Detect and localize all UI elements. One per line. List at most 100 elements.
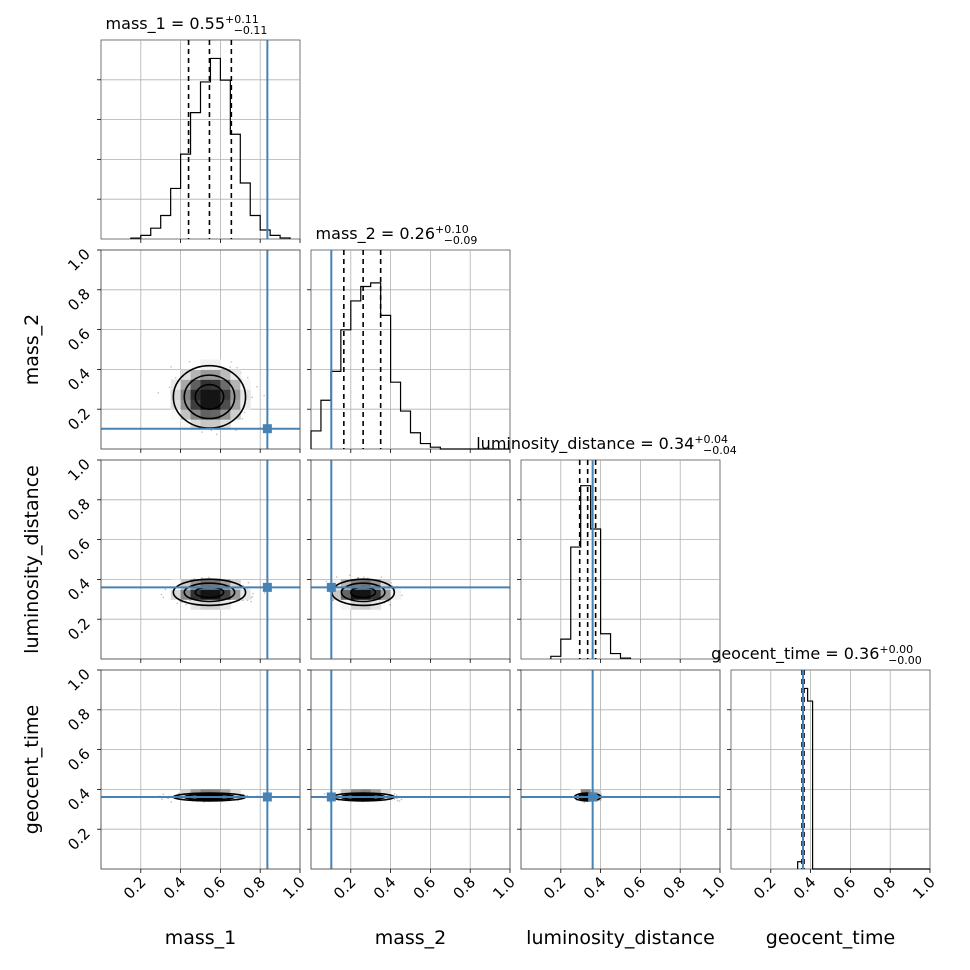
panel-frame [520, 669, 721, 870]
panel-content [101, 250, 300, 449]
y-tick-label: 0.2 [64, 404, 94, 434]
density-bin [380, 579, 392, 590]
x-tick-label: 1.0 [489, 873, 519, 903]
truth-marker [262, 582, 272, 592]
scatter-point [170, 366, 172, 368]
scatter-point [247, 581, 250, 584]
panel-mass_1-mass_1: mass_1 = 0.55+0.11 −0.11 [97, 13, 301, 243]
density-bin [340, 599, 352, 610]
scatter-point [170, 801, 173, 803]
scatter-point [208, 576, 210, 579]
density-bin [210, 379, 221, 390]
scatter-point [161, 798, 163, 800]
title-plus: +0.00 [879, 643, 913, 656]
density-bin [170, 589, 182, 600]
density-bin [210, 399, 221, 410]
density-bin [330, 589, 342, 600]
scatter-point [185, 603, 187, 606]
density-bin [220, 589, 231, 600]
panel-mass_2-luminosity_distance [307, 459, 511, 663]
y-axis-label-luminosity_distance: luminosity_distance [21, 465, 43, 654]
density-bin [200, 589, 211, 600]
scatter-point [325, 580, 328, 583]
density-bin [200, 359, 211, 370]
scatter-point [395, 794, 398, 796]
x-tick-label: 1.0 [279, 873, 309, 903]
contour-1 [183, 374, 236, 420]
scatter-point [201, 431, 203, 433]
title-plus: +0.10 [435, 223, 469, 236]
scatter-point [162, 596, 165, 599]
panel-frame [100, 669, 301, 870]
density-bin [330, 579, 342, 590]
density-bin [240, 379, 251, 390]
density-bin [190, 399, 201, 410]
title-plus: +0.11 [225, 13, 259, 26]
contour-2 [194, 383, 225, 410]
x-tick-label: 0.8 [239, 873, 269, 903]
x-tick-label: 0.8 [449, 873, 479, 903]
panel-frame-top [100, 669, 301, 870]
x-tick-label: 1.0 [909, 873, 939, 903]
x-tick-label: 0.4 [160, 873, 190, 903]
x-tick-label: 0.6 [830, 873, 860, 903]
density-bin [180, 579, 192, 590]
density-bin [210, 409, 221, 420]
density-bin [170, 579, 182, 590]
panel-frame-top [310, 459, 511, 660]
scatter-point [178, 792, 180, 794]
density-bin [200, 389, 211, 400]
x-tick-label: 0.4 [790, 873, 820, 903]
density-bin [210, 419, 221, 430]
truth-marker [262, 792, 272, 802]
x-tick-label: 0.4 [580, 873, 610, 903]
scatter-point [263, 592, 266, 594]
panel-frame-top [100, 249, 301, 450]
density-bin [170, 409, 182, 420]
title-minus: −0.04 [703, 444, 737, 457]
scatter-point [160, 593, 163, 596]
contour-0 [172, 578, 247, 607]
scatter-point [393, 798, 396, 800]
panel-frame-top [100, 459, 301, 660]
panel-frame [100, 39, 301, 240]
scatter-point [164, 588, 167, 591]
title-main: mass_2 = 0.26 [316, 224, 435, 244]
scatter-point [229, 366, 232, 368]
density-bin [220, 389, 231, 400]
y-tick-label: 0.8 [64, 285, 94, 315]
density-bin [350, 589, 362, 600]
density-bin [190, 419, 201, 430]
x-tick-label: 1.0 [699, 873, 729, 903]
x-axis-label-mass_1: mass_1 [165, 927, 237, 949]
panel-frame [100, 459, 301, 660]
title-mass_2: mass_2 = 0.26+0.10 −0.09 [316, 223, 478, 247]
y-axis-label-mass_2: mass_2 [21, 314, 43, 386]
contour-1 [340, 582, 386, 603]
panel-mass_1-geocent_time: 0.2 0.4 0.6 0.8 1.0 geocent_time 0.2 0.4 0.6 0.8 1… [21, 665, 309, 949]
scatter-point [174, 376, 177, 379]
panel-luminosity_distance-luminosity_distance: luminosity_distance = 0.34+0.04 −0.04 [476, 433, 737, 663]
density-bin [230, 579, 241, 590]
scatter-point [250, 597, 253, 599]
scatter-point [188, 599, 191, 602]
truth-marker [262, 424, 272, 434]
scatter-point [235, 429, 238, 432]
density-bin [190, 379, 201, 390]
title-main: mass_1 = 0.55 [106, 14, 225, 34]
scatter-point [236, 366, 238, 369]
density-bin [200, 419, 211, 430]
histogram-luminosity_distance [550, 485, 632, 659]
panel-frame [310, 669, 511, 870]
scatter-point [243, 411, 246, 414]
density-bin [220, 379, 231, 390]
panel-content [101, 460, 300, 659]
title-main: geocent_time = 0.36 [711, 644, 879, 664]
scatter-point [242, 584, 244, 587]
density-bin [360, 599, 372, 610]
scatter-point [263, 394, 265, 397]
contour-1 [183, 582, 236, 603]
panel-mass_1-mass_2: 0.2 0.4 0.6 0.8 1.0 mass_2 [21, 245, 301, 453]
panel-content [101, 670, 300, 869]
panel-frame [520, 459, 721, 660]
